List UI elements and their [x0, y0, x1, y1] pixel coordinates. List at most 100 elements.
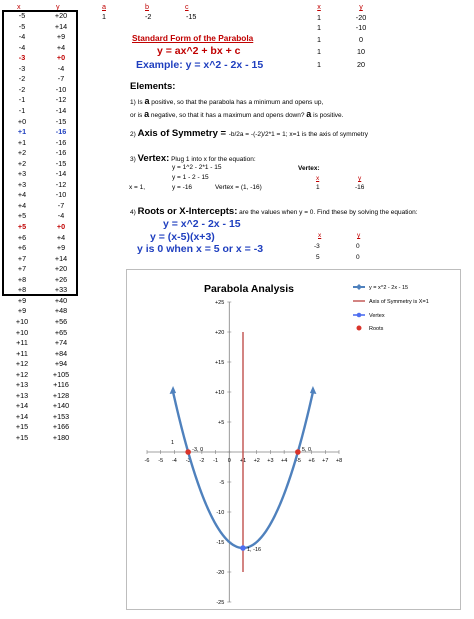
- y-cell: +116: [53, 380, 69, 390]
- legend-parabola-marker: [356, 284, 362, 290]
- y-cell: +9: [56, 243, 66, 253]
- table-row: +1 -16: [0, 138, 80, 148]
- table-row: +3 -14: [0, 169, 80, 179]
- line2-a: a: [144, 109, 150, 119]
- axis-title: Axis of Symmetry =: [137, 128, 229, 139]
- x-cell: +11: [16, 338, 28, 348]
- line1-prefix: 1) Is: [130, 99, 145, 106]
- y-tick-label: -15: [216, 540, 224, 546]
- table-row: -4 +9: [0, 32, 80, 42]
- vertex-y-value: -16: [355, 184, 365, 191]
- y-cell: +140: [52, 401, 70, 411]
- x-cell: +6: [17, 232, 27, 242]
- table-row: +15 +180: [0, 433, 80, 443]
- x-cell: +1: [17, 127, 27, 137]
- y-cell: -4: [57, 63, 65, 73]
- x-cell: +4: [17, 200, 27, 210]
- y-cell: +40: [54, 295, 68, 305]
- table-row: +9 +40: [0, 296, 80, 306]
- x-cell: -3: [18, 53, 26, 63]
- y-cell: -16: [55, 127, 67, 137]
- y-cell: -7: [57, 200, 65, 210]
- y-cell: +74: [54, 338, 68, 348]
- axis-num: 2): [130, 131, 138, 138]
- y-cell: +20: [54, 11, 68, 20]
- table-row: +7 +20: [0, 264, 80, 274]
- vertex-x-value: 1: [316, 184, 320, 191]
- table-outline-box: [2, 10, 78, 296]
- roots-equation-3: y is 0 when x = 5 or x = -3: [137, 243, 264, 255]
- table-row: +8 +33: [0, 285, 80, 295]
- elements-title: Elements:: [130, 81, 176, 92]
- y-cell: -12: [55, 179, 67, 189]
- y-cell: +4: [56, 232, 66, 242]
- x-cell: +9: [17, 295, 27, 305]
- table-row: +6 +9: [0, 243, 80, 253]
- vertex-x-label: x = 1,: [129, 184, 146, 191]
- table-row: +13 +128: [0, 391, 80, 401]
- table-row: +5 -4: [0, 211, 80, 221]
- axis-table-x-cell: 1: [317, 35, 321, 44]
- table-row: +14 +140: [0, 401, 80, 411]
- vertex-num: 3): [130, 156, 138, 163]
- data-label: -3, 0: [192, 447, 203, 453]
- table-row: +10 +65: [0, 328, 80, 338]
- axis-table-x-cell: 1: [317, 60, 321, 69]
- table-row: -2 -10: [0, 85, 80, 95]
- y-cell: +153: [52, 411, 70, 421]
- x-tick-label: -3: [186, 458, 191, 464]
- vertex-result: Vertex = (1, -16): [215, 184, 262, 191]
- vertex-point: [240, 545, 246, 551]
- x-cell: +7: [17, 264, 27, 274]
- x-cell: +4: [17, 190, 27, 200]
- y-cell: +33: [54, 285, 68, 295]
- y-cell: +105: [52, 369, 70, 379]
- x-cell: -4: [18, 32, 26, 42]
- root-point: [185, 449, 191, 455]
- legend-roots-marker: [356, 325, 362, 331]
- y-cell: +14: [54, 253, 68, 263]
- y-cell: +56: [54, 316, 68, 326]
- x-cell: +9: [17, 306, 27, 316]
- roots-title: Roots or X-Intercepts:: [137, 206, 238, 217]
- y-cell: +166: [52, 422, 70, 432]
- legend-roots-label: Roots: [369, 326, 384, 332]
- table-row: +5 +0: [0, 222, 80, 232]
- y-cell: +4: [56, 42, 66, 52]
- a-header: a: [102, 2, 106, 11]
- x-tick-label: -4: [172, 458, 177, 464]
- table-row: +15 +166: [0, 422, 80, 432]
- table-row: +11 +74: [0, 338, 80, 348]
- data-label: 1, -16: [247, 547, 261, 553]
- root-point: [295, 449, 301, 455]
- y-cell: +94: [54, 359, 68, 369]
- x-cell: +12: [15, 359, 29, 369]
- roots-equation-1: y = x^2 - 2x - 15: [163, 218, 241, 230]
- x-cell: -5: [18, 21, 26, 31]
- y-cell: +14: [54, 21, 68, 31]
- y-cell: -12: [55, 95, 67, 105]
- vertex-title: Vertex:: [137, 153, 170, 164]
- table-row: +14 +153: [0, 412, 80, 422]
- y-cell: -16: [55, 148, 67, 158]
- axis-table-y-header: y: [359, 2, 363, 11]
- x-cell: +8: [17, 285, 27, 295]
- axis-table-x-header: x: [317, 2, 321, 11]
- y-tick-label: +10: [215, 390, 224, 396]
- y-cell: +0: [56, 53, 66, 63]
- table-row: -4 +4: [0, 43, 80, 53]
- table-row: +10 +56: [0, 317, 80, 327]
- c-value: -15: [186, 12, 197, 21]
- y-cell: +84: [54, 348, 68, 358]
- y-cell: +48: [54, 306, 68, 316]
- legend-parabola-label: y = x^2 - 2x - 15: [369, 285, 408, 291]
- y-cell: -15: [55, 158, 67, 168]
- y-cell: +65: [54, 327, 68, 337]
- y-cell: +180: [52, 433, 70, 442]
- x-cell: +10: [15, 327, 29, 337]
- y-tick-label: -10: [216, 510, 224, 516]
- data-label: 5, 0: [302, 447, 311, 453]
- b-header: b: [145, 2, 149, 11]
- a-value: 1: [102, 12, 106, 21]
- y-tick-label: -25: [216, 600, 224, 606]
